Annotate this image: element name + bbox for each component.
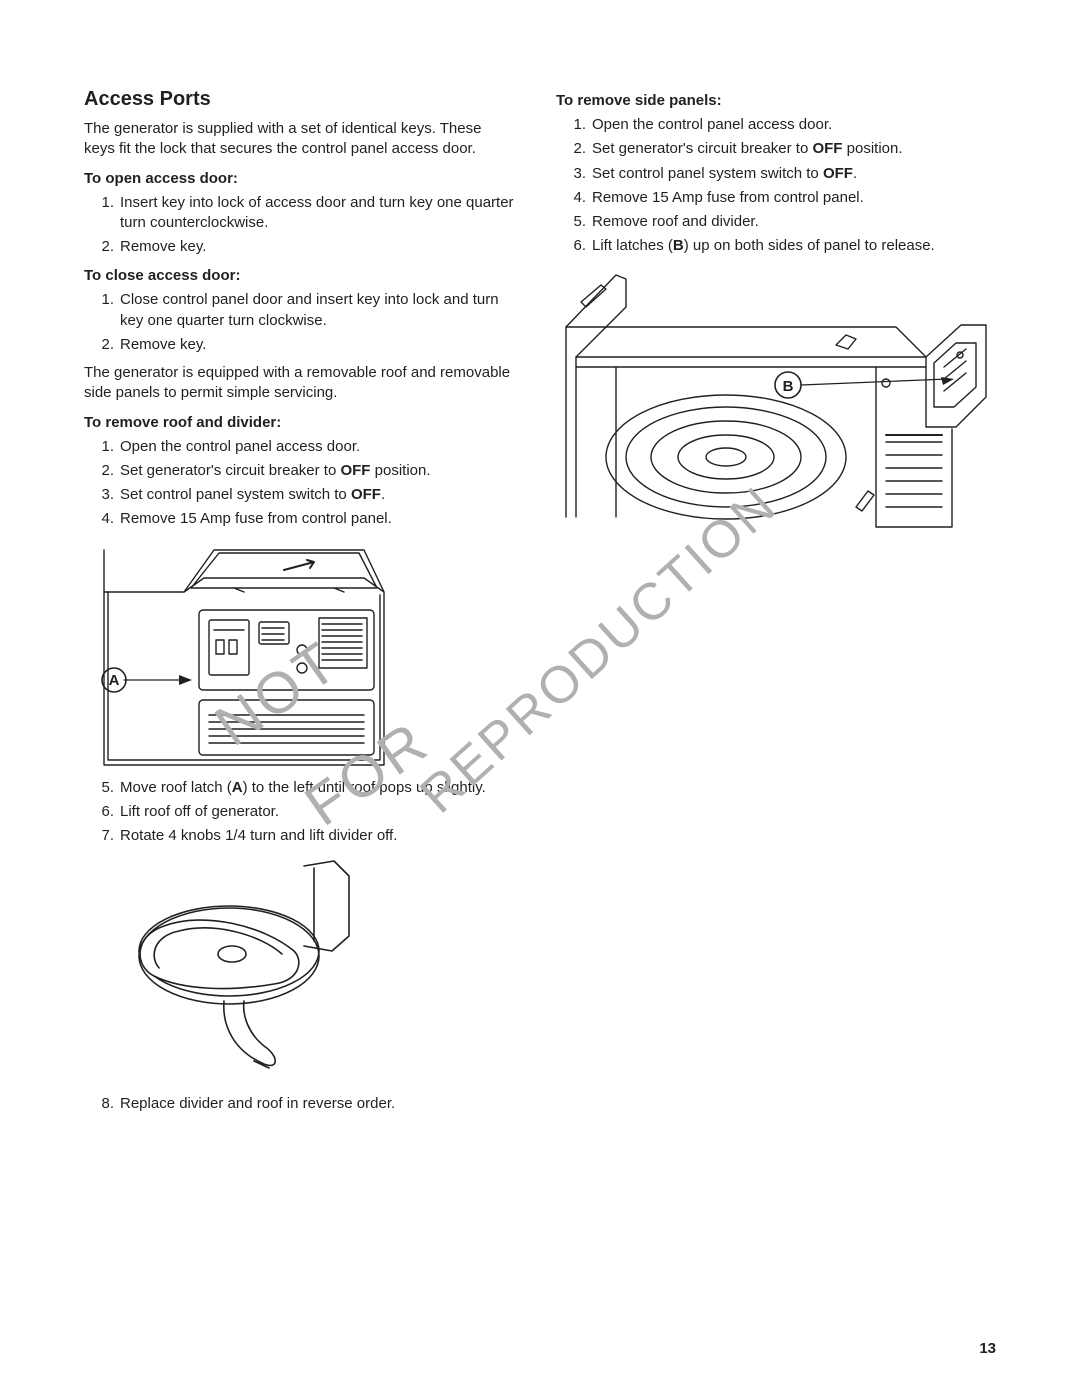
section-heading: Access Ports xyxy=(84,88,516,111)
list-item: Set control panel system switch to OFF. xyxy=(578,164,996,184)
list-item: Lift latches (B) up on both sides of pan… xyxy=(578,236,996,256)
roof-list-a: Open the control panel access door. Set … xyxy=(84,437,516,530)
close-door-heading: To close access door: xyxy=(84,267,516,284)
left-column: Access Ports The generator is supplied w… xyxy=(84,88,516,1123)
open-door-list: Insert key into lock of access door and … xyxy=(84,193,516,258)
list-item: Lift roof off of generator. xyxy=(106,802,516,822)
right-column: To remove side panels: Open the control … xyxy=(556,88,996,1123)
list-item: Set control panel system switch to OFF. xyxy=(106,485,516,505)
generator-panel-illustration: A xyxy=(84,540,454,770)
figure-label-a: A xyxy=(109,672,120,689)
roof-list-c: Replace divider and roof in reverse orde… xyxy=(84,1094,516,1114)
intro-text: The generator is supplied with a set of … xyxy=(84,119,516,160)
figure-b: B xyxy=(556,267,996,547)
list-item: Set generator's circuit breaker to OFF p… xyxy=(106,461,516,481)
side-heading: To remove side panels: xyxy=(556,92,996,109)
roof-heading: To remove roof and divider: xyxy=(84,414,516,431)
figure-label-b: B xyxy=(783,378,794,395)
list-item: Remove key. xyxy=(106,335,516,355)
side-panel-illustration: B xyxy=(556,267,996,547)
list-item: Set generator's circuit breaker to OFF p… xyxy=(578,139,996,159)
list-item: Open the control panel access door. xyxy=(578,115,996,135)
list-item: Rotate 4 knobs 1/4 turn and lift divider… xyxy=(106,826,516,846)
list-item: Remove 15 Amp fuse from control panel. xyxy=(578,188,996,208)
list-item: Replace divider and roof in reverse orde… xyxy=(106,1094,516,1114)
open-door-heading: To open access door: xyxy=(84,170,516,187)
list-item: Open the control panel access door. xyxy=(106,437,516,457)
close-door-list: Close control panel door and insert key … xyxy=(84,290,516,355)
list-item: Move roof latch (A) to the left until ro… xyxy=(106,778,516,798)
page-container: Access Ports The generator is supplied w… xyxy=(0,0,1080,1153)
list-item: Close control panel door and insert key … xyxy=(106,290,516,331)
list-item: Insert key into lock of access door and … xyxy=(106,193,516,234)
list-item: Remove 15 Amp fuse from control panel. xyxy=(106,509,516,529)
figure-a: A xyxy=(84,540,516,770)
side-list: Open the control panel access door. Set … xyxy=(556,115,996,257)
list-item: Remove roof and divider. xyxy=(578,212,996,232)
figure-knob xyxy=(104,856,516,1086)
page-number: 13 xyxy=(979,1340,996,1357)
knob-illustration xyxy=(104,856,364,1086)
servicing-text: The generator is equipped with a removab… xyxy=(84,363,516,404)
roof-list-b: Move roof latch (A) to the left until ro… xyxy=(84,778,516,847)
list-item: Remove key. xyxy=(106,237,516,257)
